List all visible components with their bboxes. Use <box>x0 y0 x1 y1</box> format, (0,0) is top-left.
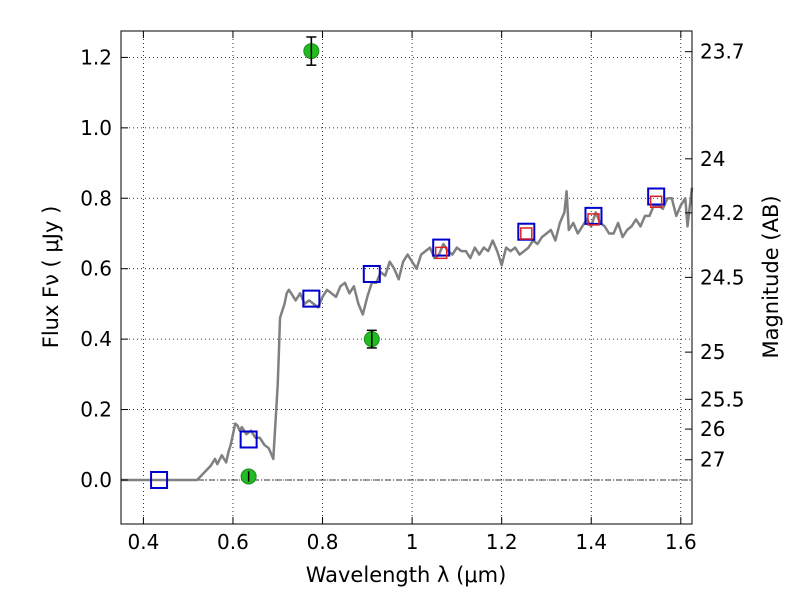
model-flux-square <box>584 206 603 225</box>
synthetic-flux-square <box>649 195 663 209</box>
grid-layer <box>121 31 692 524</box>
right-tick-label: 23.7 <box>700 40 745 64</box>
model-flux-square <box>150 470 169 489</box>
right-tick-label: 25.5 <box>700 387 745 411</box>
y-tick-label: 1.0 <box>80 116 112 140</box>
right-tick-label: 24.5 <box>700 265 745 289</box>
y-tick-label: 0.6 <box>80 257 112 281</box>
right-tick-label: 24 <box>700 147 725 171</box>
model-flux-square <box>362 264 381 283</box>
right-tick-label: 27 <box>700 448 725 472</box>
model-flux-square <box>239 430 258 449</box>
x-tick-label: 0.8 <box>307 530 339 554</box>
plot-frame <box>120 30 693 525</box>
series-layer <box>121 36 694 489</box>
axes-layer: 0.4 0.6 0.8 1 1.2 1.4 1.6 0.0 0.2 0.4 0.6 0.8 1.0 1.2… <box>80 30 745 554</box>
x-tick-label: 0.4 <box>127 530 159 554</box>
right-tick-label: 25 <box>700 340 725 364</box>
y-tick-label: 1.2 <box>80 45 112 69</box>
x-tick-label: 0.6 <box>217 530 249 554</box>
y-tick-label: 0.8 <box>80 186 112 210</box>
x-tick-label: 1.6 <box>665 530 697 554</box>
x-axis-title: Wavelength λ (μm) <box>306 563 507 587</box>
y-axis-title: Flux Fν ( μJy ) <box>39 206 63 349</box>
synthetic-flux-square <box>587 213 600 226</box>
y-tick-label: 0.4 <box>80 327 112 351</box>
x-tick-label: 1 <box>406 530 419 554</box>
x-tick-label: 1.2 <box>486 530 518 554</box>
right-tick-label: 26 <box>700 417 725 441</box>
synthetic-flux-square <box>520 227 533 240</box>
model-flux-square <box>302 289 321 308</box>
right-tick-label: 24.2 <box>700 201 745 225</box>
model-spectrum-line <box>121 187 694 482</box>
right-axis-title: Magnitude (AB) <box>759 195 783 358</box>
model-flux-square <box>432 238 451 257</box>
x-tick-label: 1.4 <box>575 530 607 554</box>
y-tick-label: 0.0 <box>80 468 112 492</box>
synthetic-flux-square <box>434 246 448 260</box>
y-tick-label: 0.2 <box>80 398 112 422</box>
model-flux-square <box>647 187 666 206</box>
